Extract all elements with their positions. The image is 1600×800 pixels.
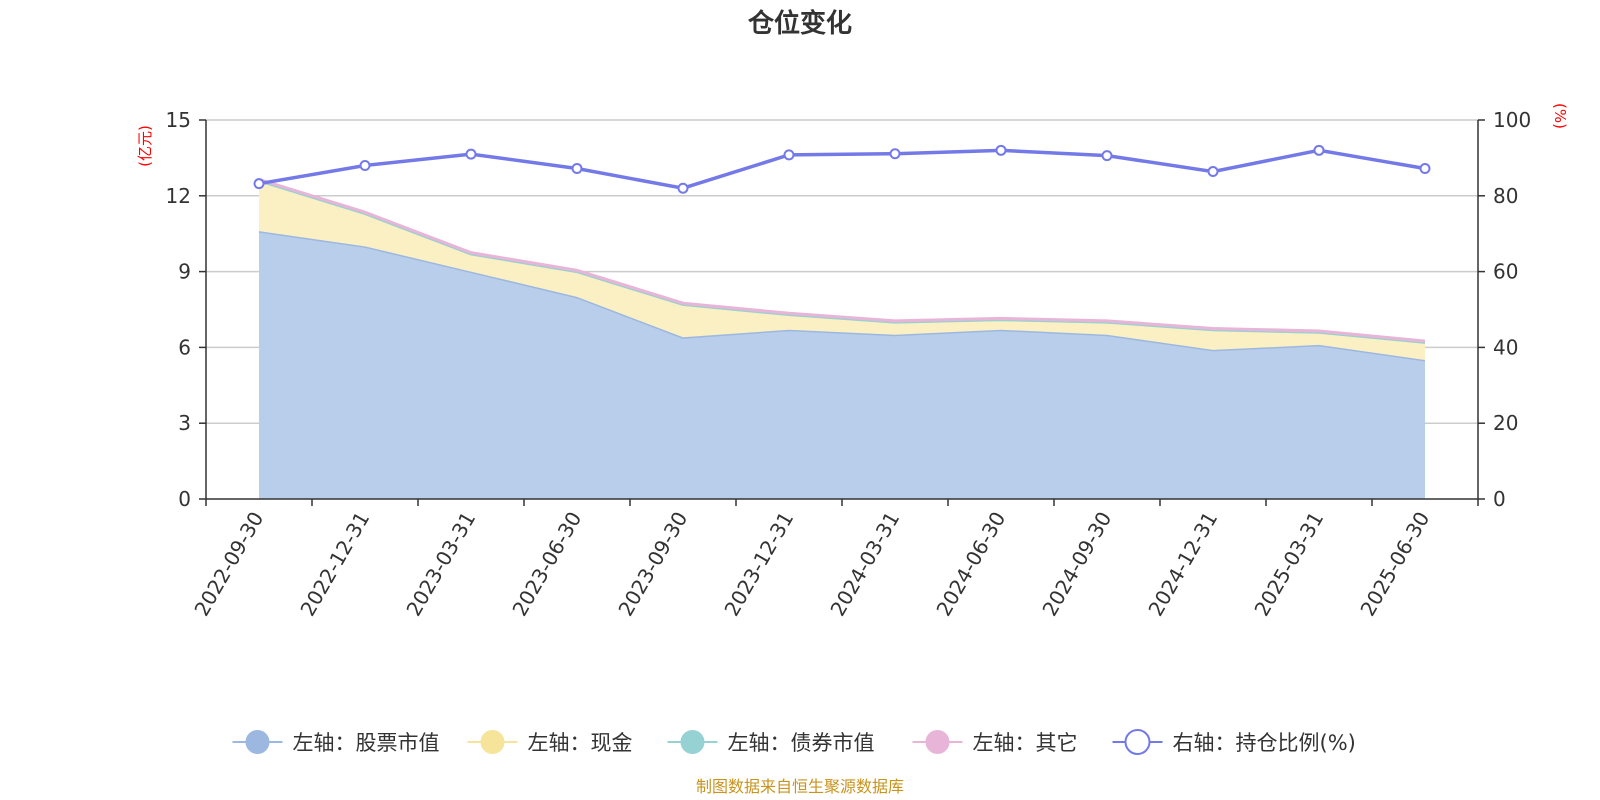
stacked-areas [258,177,1426,499]
right-axis-tick-label: 100 [1493,108,1531,132]
x-axis-tick-label: 2023-03-31 [401,508,480,621]
legend-item-2[interactable]: 左轴：债券市值 [667,730,875,755]
ratio-point [1313,144,1325,156]
ratio-line [253,144,1431,194]
ratio-point [1419,163,1431,175]
legend[interactable]: 左轴：股票市值 左轴：现金 左轴：债券市值 左轴：其它 右轴：持仓比例(%) [232,729,1356,755]
right-axis-tick-label: 40 [1493,335,1518,359]
left-axis-tick-label: 9 [178,260,191,284]
ratio-point [783,149,795,161]
legend-item-1[interactable]: 左轴：现金 [467,730,633,755]
left-axis-tick-label: 12 [166,184,191,208]
ratio-point [889,148,901,160]
right-axis-tick-label: 20 [1493,411,1518,435]
legend-marker [245,730,270,754]
x-axis-tick-label: 2025-03-31 [1249,508,1328,621]
x-axis-tick-label: 2023-06-30 [507,508,586,621]
x-axis-tick-label: 2024-06-30 [931,508,1010,621]
legend-label: 左轴：股票市值 [293,731,440,755]
area-edge-3 [258,177,1426,343]
ratio-point [253,178,265,190]
legend-label: 右轴：持仓比例(%) [1173,731,1356,755]
legend-marker [1124,729,1151,755]
legend-marker [925,730,950,754]
right-axis-tick-label: 0 [1493,487,1506,511]
left-axis-tick-label: 0 [178,487,191,511]
ratio-point [465,148,477,160]
right-axis-tick-label: 80 [1493,184,1518,208]
ratio-point [571,163,583,175]
x-axis-tick-label: 2023-12-31 [719,508,798,621]
left-axis-tick-label: 15 [166,108,191,132]
ratio-line-path [258,148,1426,191]
legend-marker [680,730,705,754]
chart-title: 仓位变化 [747,8,852,39]
legend-label: 左轴：现金 [528,731,633,755]
legend-marker [480,730,505,754]
ratio-point [359,159,371,171]
x-axis-tick-label: 2025-06-30 [1355,508,1434,621]
legend-label: 左轴：债券市值 [728,731,875,755]
left-axis-tick-label: 3 [178,411,191,435]
area-0 [259,231,1425,499]
ratio-point [1207,166,1219,178]
left-axis-unit: (亿元) [136,125,154,167]
legend-item-4[interactable]: 右轴：持仓比例(%) [1112,729,1356,755]
legend-item-0[interactable]: 左轴：股票市值 [232,730,440,755]
legend-label: 左轴：其它 [973,731,1078,755]
x-axis-tick-label: 2024-09-30 [1037,508,1116,621]
x-axis-tick-label: 2022-12-31 [295,508,374,621]
left-axis-tick-label: 6 [178,335,191,359]
legend-item-3[interactable]: 左轴：其它 [912,730,1078,755]
ratio-point [995,144,1007,156]
ratio-point [1101,150,1113,162]
area-1 [259,180,1425,361]
x-axis-tick-label: 2023-09-30 [613,508,692,621]
right-axis-unit: (%) [1551,103,1569,129]
x-axis-tick-label: 2024-12-31 [1143,508,1222,621]
data-source-note: 制图数据来自恒生聚源数据库 [696,777,904,796]
right-axis-tick-label: 60 [1493,260,1518,284]
x-axis-tick-label: 2022-09-30 [189,508,268,621]
ratio-point [677,182,689,194]
x-axis-tick-label: 2024-03-31 [825,508,904,621]
